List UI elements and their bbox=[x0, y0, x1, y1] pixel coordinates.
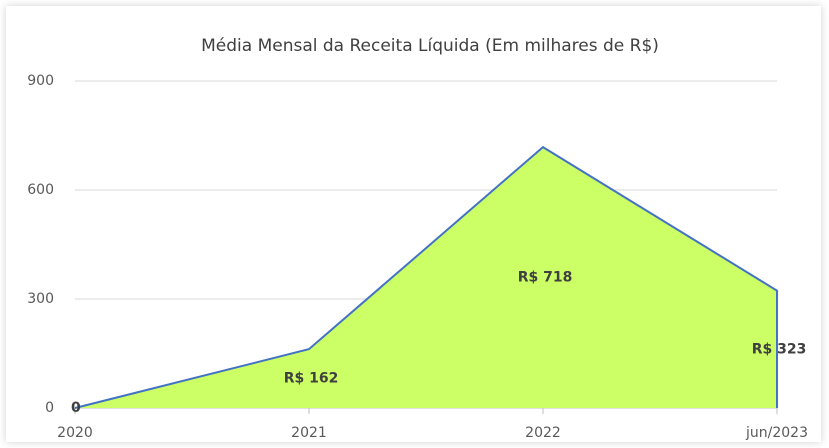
chart-title: Média Mensal da Receita Líquida (Em milh… bbox=[201, 36, 659, 56]
y-tick-label: 0 bbox=[45, 400, 54, 416]
y-tick-label: 300 bbox=[27, 291, 54, 307]
data-label: R$ 718 bbox=[518, 270, 573, 286]
data-label: R$ 162 bbox=[284, 371, 339, 387]
x-tick-label: 2022 bbox=[525, 425, 561, 441]
y-tick-label: 900 bbox=[27, 73, 54, 89]
x-tick-label: 2020 bbox=[57, 425, 93, 441]
area-line bbox=[74, 145, 778, 409]
x-tick-label: jun/2023 bbox=[745, 425, 808, 441]
y-tick-label: 600 bbox=[27, 182, 54, 198]
data-label: 0 bbox=[71, 400, 81, 416]
data-label: R$ 323 bbox=[752, 341, 807, 357]
x-tick-label: 2021 bbox=[291, 425, 327, 441]
area bbox=[75, 147, 777, 409]
